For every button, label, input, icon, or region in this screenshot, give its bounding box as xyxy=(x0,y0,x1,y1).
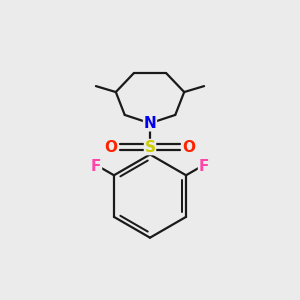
Text: S: S xyxy=(145,140,155,154)
Text: F: F xyxy=(91,159,101,174)
Text: O: O xyxy=(183,140,196,154)
Text: N: N xyxy=(144,116,156,131)
Text: O: O xyxy=(104,140,117,154)
Text: F: F xyxy=(199,159,209,174)
